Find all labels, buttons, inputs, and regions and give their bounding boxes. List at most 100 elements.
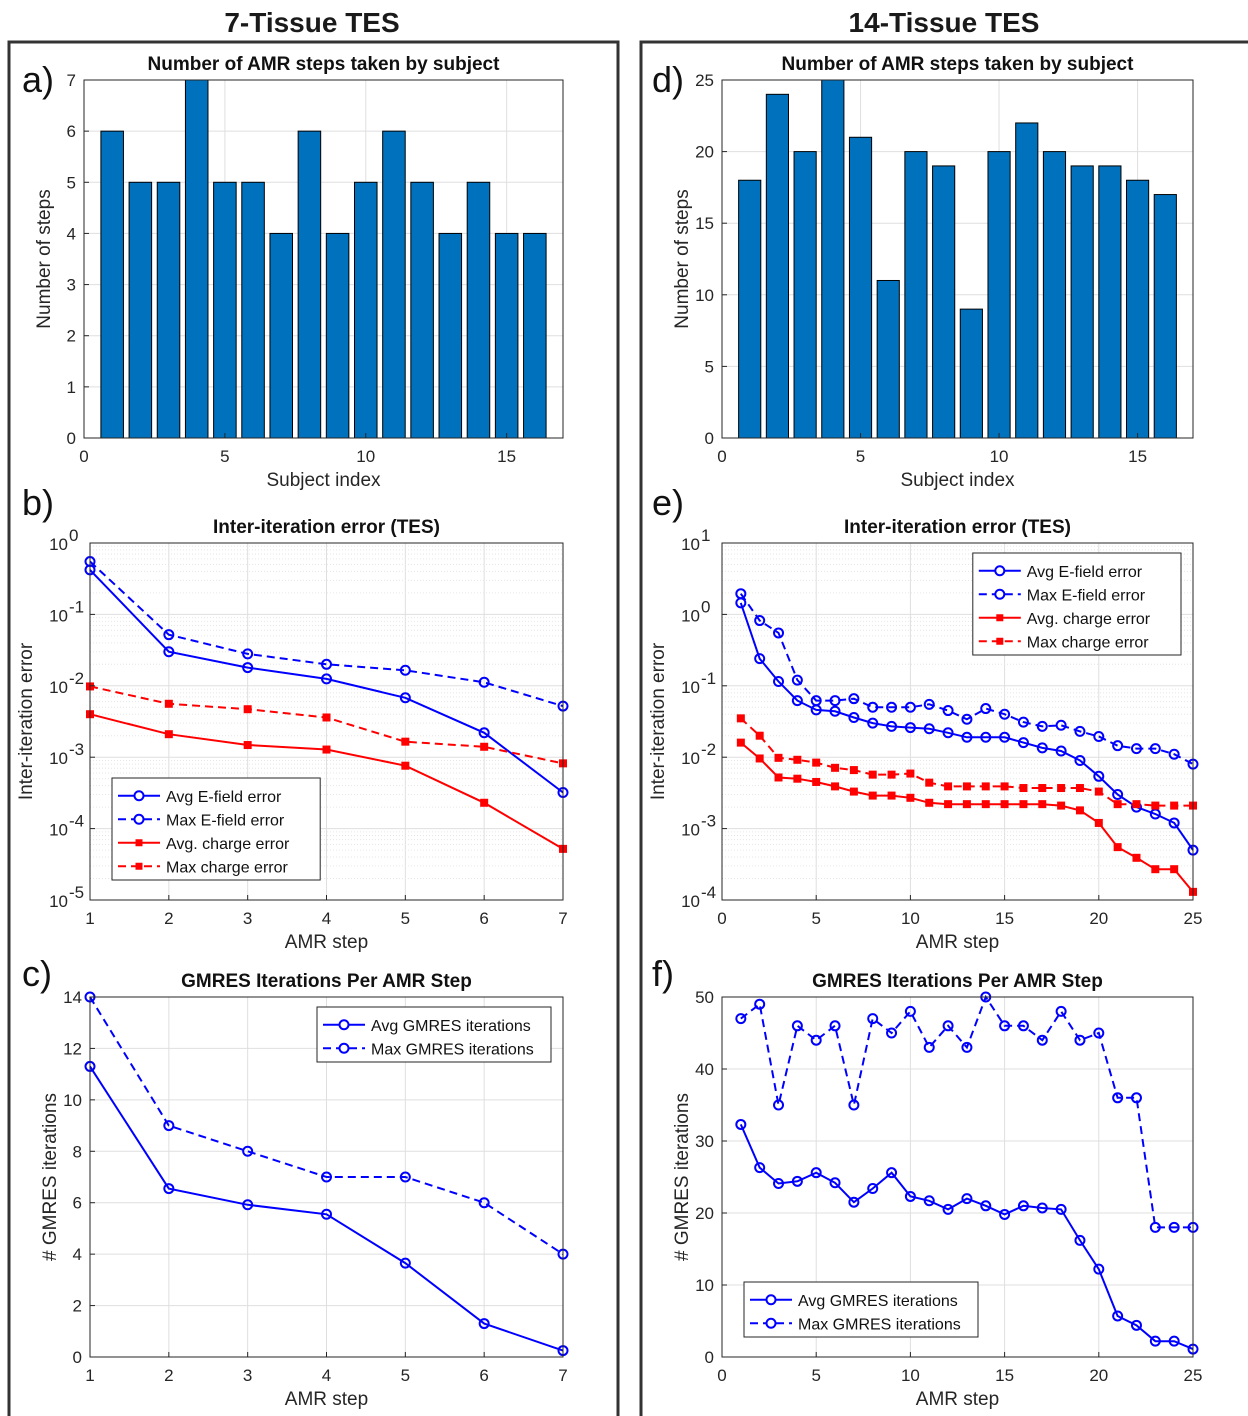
x-tick-label: 10 <box>990 447 1009 466</box>
bar <box>523 232 547 439</box>
x-tick-label: 0 <box>717 909 726 928</box>
panel-f-chart: 0 5 10 15 20 25 0 10 20 30 40 50 GMRES Iterations Pe… <box>652 953 1202 1410</box>
point <box>321 673 332 685</box>
point <box>810 695 822 707</box>
x-tick-label: 20 <box>1089 1366 1108 1385</box>
point <box>829 705 841 717</box>
point <box>1094 818 1103 827</box>
y-tick-label: 7 <box>67 71 76 90</box>
point <box>321 1208 332 1220</box>
y-tick-label: 10 <box>681 678 700 697</box>
series-line <box>89 569 564 794</box>
series-line <box>739 593 1194 765</box>
point <box>1075 784 1084 793</box>
point <box>163 1120 175 1132</box>
bar <box>738 179 762 439</box>
y-tick-label: 10 <box>49 606 68 625</box>
point <box>906 769 915 778</box>
y-tick-label: 50 <box>695 988 714 1007</box>
x-tick-label: 4 <box>322 1366 331 1385</box>
x-tick-label: 25 <box>1184 1366 1203 1385</box>
point <box>1017 1200 1029 1212</box>
point <box>829 1177 841 1189</box>
legend-label: Avg. charge error <box>166 836 290 853</box>
point <box>1093 770 1105 782</box>
legend-swatch-marker <box>765 1317 777 1329</box>
point <box>999 1020 1011 1032</box>
point <box>1130 1092 1142 1104</box>
chart-title: Number of AMR steps taken by subject <box>782 54 1135 75</box>
point <box>735 1013 747 1025</box>
y-tick-label: 10 <box>63 1091 82 1110</box>
y-tick-exponent: -4 <box>69 812 84 831</box>
point <box>401 737 410 746</box>
legend-swatch-marker <box>338 1019 350 1031</box>
x-tick-label: 15 <box>995 1366 1014 1385</box>
point <box>812 777 821 786</box>
y-tick-exponent: -2 <box>69 669 84 688</box>
x-tick-label: 15 <box>497 447 516 466</box>
point <box>923 698 935 710</box>
bar <box>932 165 956 439</box>
point <box>1130 743 1142 755</box>
legend: Avg E-field error Max E-field error Avg. c… <box>972 552 1182 656</box>
point <box>478 1197 490 1209</box>
point <box>773 627 785 639</box>
point <box>321 1171 332 1183</box>
chart-title: GMRES Iterations Per AMR Step <box>181 971 472 992</box>
bar <box>959 308 983 439</box>
series-1 <box>735 597 1199 856</box>
point <box>810 1167 822 1179</box>
y-tick-label: 30 <box>695 1132 714 1151</box>
bar <box>410 181 434 439</box>
legend-swatch-marker <box>994 565 1006 577</box>
column-title-left: 7-Tissue TES <box>224 7 399 38</box>
point <box>399 1257 411 1269</box>
legend-swatch-marker <box>135 862 143 870</box>
x-tick-label: 3 <box>243 1366 252 1385</box>
x-axis-label: AMR step <box>285 932 368 953</box>
bar <box>1070 165 1094 439</box>
x-tick-label: 10 <box>901 1366 920 1385</box>
bar <box>353 181 378 439</box>
point <box>812 758 821 767</box>
point <box>754 1162 766 1174</box>
point <box>1151 865 1160 874</box>
chart-title: GMRES Iterations Per AMR Step <box>812 971 1103 992</box>
point <box>1151 801 1160 810</box>
bar <box>1042 151 1067 439</box>
legend-label: Max GMRES iterations <box>371 1041 534 1058</box>
bar <box>904 151 928 439</box>
y-axis-label: # GMRES iterations <box>40 1093 61 1261</box>
x-tick-label: 4 <box>322 909 331 928</box>
point <box>399 692 411 704</box>
point <box>1149 1335 1161 1347</box>
y-tick-label: 10 <box>49 821 68 840</box>
bar <box>269 232 294 439</box>
point <box>1055 1005 1067 1017</box>
x-tick-label: 0 <box>79 447 88 466</box>
point <box>1057 801 1066 810</box>
point <box>1113 800 1122 809</box>
point <box>980 1200 992 1212</box>
series-1 <box>735 1118 1199 1355</box>
y-tick-label: 0 <box>73 1348 82 1367</box>
point <box>774 753 783 762</box>
bar <box>1153 194 1177 439</box>
point <box>243 705 252 714</box>
point <box>848 693 860 705</box>
point <box>1000 782 1009 791</box>
x-tick-label: 3 <box>243 909 252 928</box>
point <box>1149 743 1161 755</box>
y-tick-label: 5 <box>67 173 76 192</box>
point <box>754 653 766 665</box>
point <box>923 1041 935 1053</box>
point <box>791 1020 803 1032</box>
point <box>886 1167 898 1179</box>
y-tick-label: 0 <box>67 429 76 448</box>
point <box>906 793 915 802</box>
point <box>242 1199 254 1211</box>
y-tick-exponent: 0 <box>701 597 710 616</box>
